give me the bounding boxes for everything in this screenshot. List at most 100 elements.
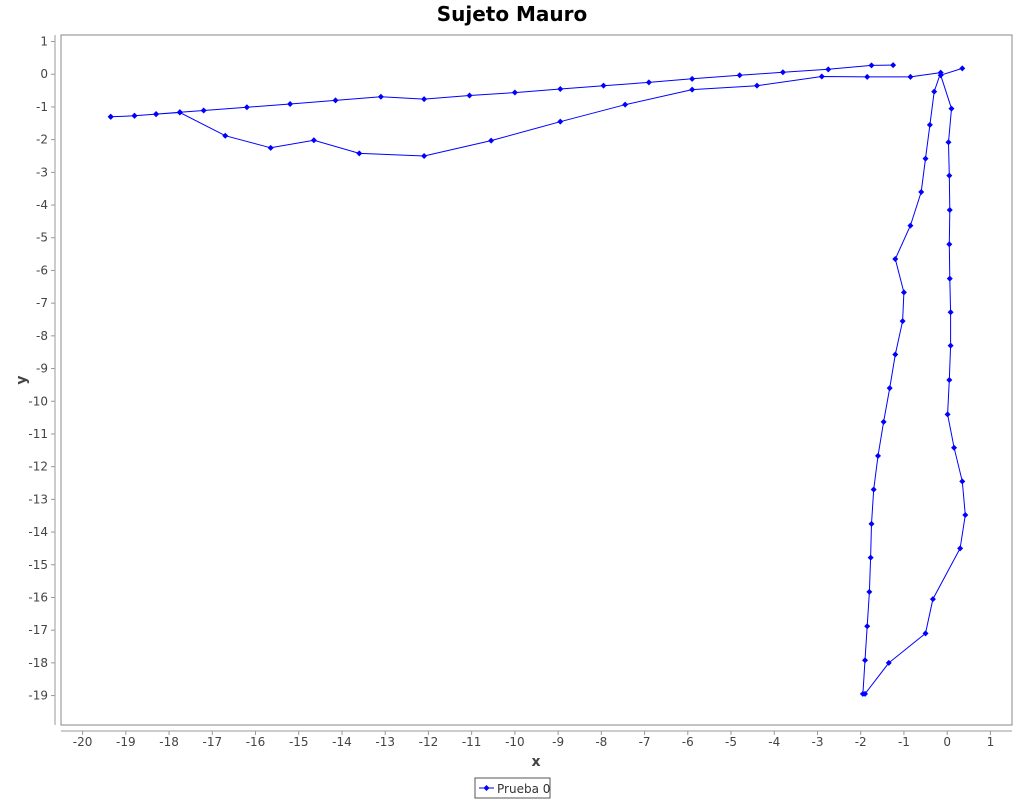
- y-tick-label: -15: [28, 558, 48, 572]
- data-point: [736, 72, 743, 79]
- data-point: [937, 69, 944, 76]
- data-point: [557, 85, 564, 92]
- data-point: [753, 82, 760, 89]
- y-tick-label: -7: [36, 296, 48, 310]
- data-point: [922, 630, 929, 637]
- data-point: [922, 155, 929, 162]
- data-point: [945, 139, 952, 146]
- data-point: [907, 222, 914, 229]
- data-point: [818, 73, 825, 80]
- x-tick-label: 0: [943, 735, 951, 749]
- x-tick-label: -1: [898, 735, 910, 749]
- data-point: [466, 92, 473, 99]
- legend-box: [474, 777, 551, 799]
- plot-area: [60, 34, 1013, 726]
- data-point: [892, 351, 899, 358]
- data-point: [962, 512, 969, 519]
- data-point: [859, 690, 866, 697]
- data-point: [867, 554, 874, 561]
- data-point: [931, 88, 938, 95]
- data-point: [951, 444, 958, 451]
- data-point: [222, 132, 229, 139]
- data-point: [689, 75, 696, 82]
- y-tick-label: -11: [28, 427, 48, 441]
- y-tick-label: -14: [28, 525, 48, 539]
- data-point: [946, 377, 953, 383]
- data-point: [880, 418, 887, 425]
- y-axis-ticks: 1 0 -1 -2 -3 -4 -5 -6 -7 -8 -9 -10 -11 -12 -13 -14 -15 -1…: [28, 35, 55, 703]
- data-point: [946, 206, 953, 213]
- y-tick-label: -8: [36, 329, 48, 343]
- data-point: [957, 545, 964, 552]
- data-point: [825, 66, 832, 73]
- y-tick-label: -19: [28, 689, 48, 703]
- data-point: [959, 65, 966, 72]
- data-point: [870, 486, 877, 493]
- x-tick-label: -4: [768, 735, 780, 749]
- data-point: [864, 73, 871, 80]
- data-point: [944, 411, 951, 418]
- y-tick-label: -6: [36, 263, 48, 277]
- data-point: [243, 104, 250, 111]
- x-tick-label: -6: [682, 735, 694, 749]
- data-point: [946, 241, 953, 248]
- legend-marker: [483, 785, 490, 791]
- x-tick-label: -17: [202, 735, 222, 749]
- x-tick-label: -15: [289, 735, 309, 749]
- y-tick-label: -5: [36, 231, 48, 245]
- data-point: [107, 113, 114, 120]
- data-point: [689, 86, 696, 93]
- y-tick-label: 0: [40, 67, 48, 81]
- x-tick-label: -7: [639, 735, 651, 749]
- x-tick-label: -8: [595, 735, 607, 749]
- data-point: [356, 150, 363, 157]
- data-point: [600, 82, 607, 89]
- data-point: [377, 93, 384, 100]
- x-tick-label: -19: [116, 735, 136, 749]
- data-point: [929, 596, 936, 603]
- data-point: [874, 452, 881, 459]
- data-point: [488, 137, 495, 144]
- y-tick-label: 1: [40, 35, 48, 49]
- data-point: [959, 478, 966, 485]
- y-tick-label: -10: [28, 394, 48, 408]
- data-point: [310, 137, 317, 144]
- x-tick-label: -5: [725, 735, 737, 749]
- x-tick-label: -11: [462, 735, 482, 749]
- data-point: [511, 89, 518, 96]
- y-tick-label: -12: [28, 460, 48, 474]
- data-point: [947, 342, 954, 349]
- data-point: [153, 111, 160, 118]
- x-tick-label: -13: [375, 735, 395, 749]
- data-point: [890, 62, 897, 69]
- data-point: [421, 152, 428, 159]
- data-point: [946, 275, 953, 282]
- data-point: [332, 97, 339, 104]
- data-point: [947, 309, 954, 316]
- data-point: [866, 588, 873, 595]
- y-tick-label: -17: [28, 623, 48, 637]
- x-tick-label: -18: [159, 735, 179, 749]
- data-point: [421, 96, 428, 103]
- y-axis-label: y: [14, 375, 30, 384]
- x-tick-label: -16: [246, 735, 266, 749]
- y-tick-label: -18: [28, 656, 48, 670]
- data-point: [864, 623, 871, 630]
- data-point: [200, 107, 207, 114]
- data-point: [868, 520, 875, 527]
- data-point: [622, 101, 629, 108]
- data-point: [267, 144, 274, 151]
- data-point: [779, 69, 786, 76]
- data-point: [926, 121, 933, 128]
- x-tick-label: -9: [552, 735, 564, 749]
- data-point: [946, 172, 953, 179]
- x-tick-label: 1: [987, 735, 995, 749]
- data-point: [892, 256, 899, 263]
- x-axis-label: x: [531, 754, 540, 770]
- x-tick-label: -14: [332, 735, 352, 749]
- y-tick-label: -4: [36, 198, 48, 212]
- chart-title: Sujeto Mauro: [437, 2, 588, 26]
- y-tick-label: -3: [36, 165, 48, 179]
- x-tick-label: -10: [505, 735, 525, 749]
